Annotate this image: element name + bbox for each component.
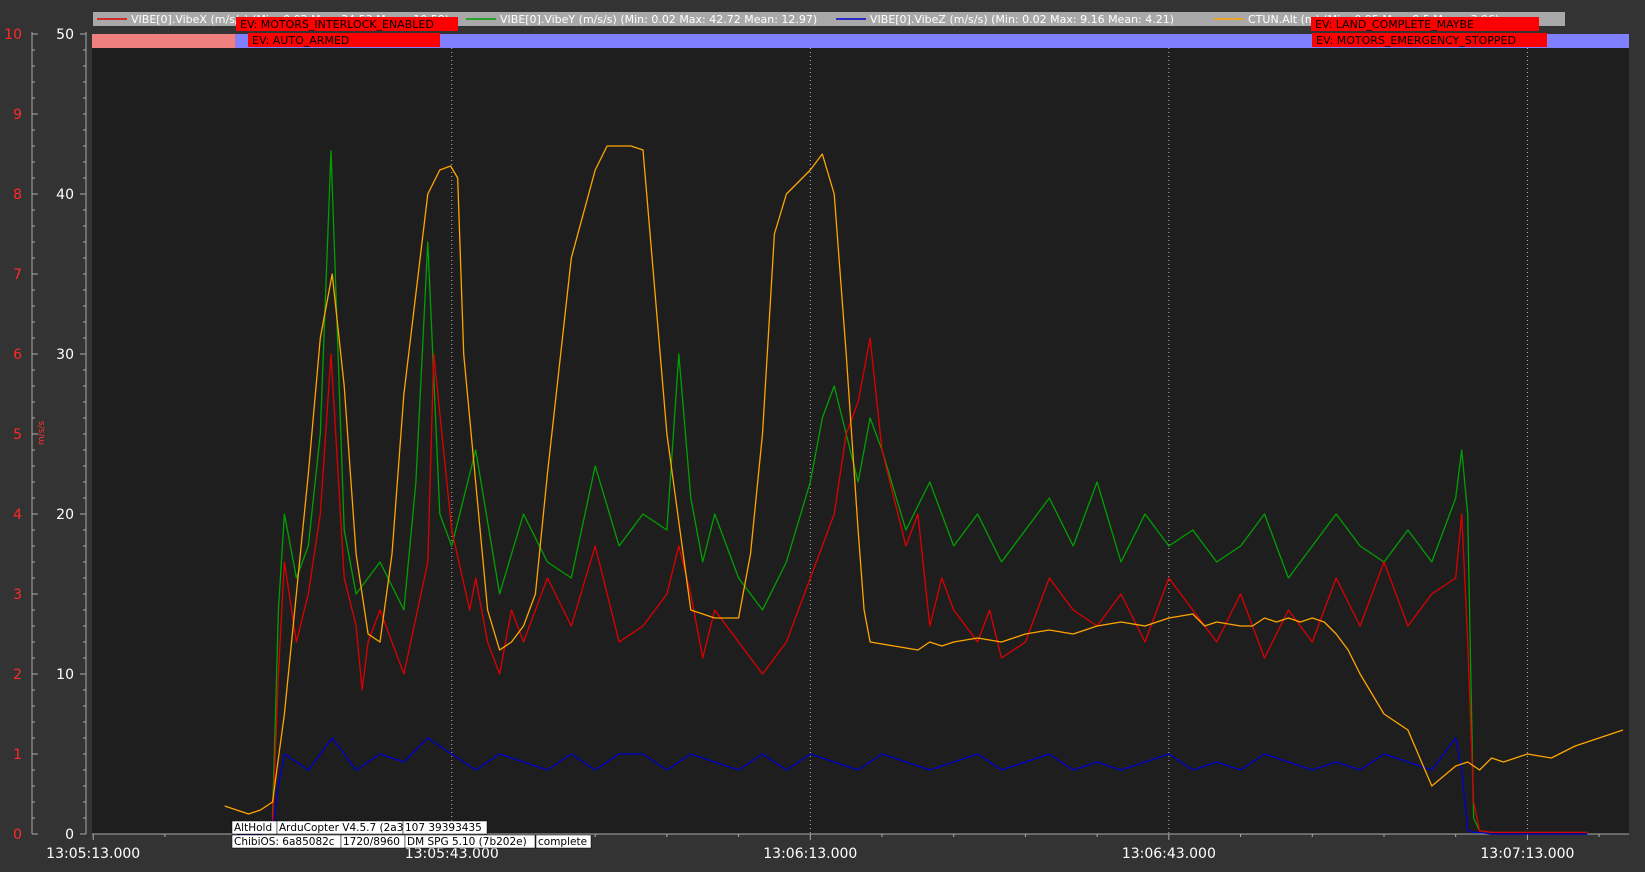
x-ticks: 13:05:13.000 13:05:43.000 13:06:13.000 13:0… [46, 834, 1600, 862]
event-label-text: EV: MOTORS_EMERGENCY_STOPPED [1316, 34, 1516, 47]
inner-y-tick-label: 30 [56, 347, 74, 363]
legend-box [93, 12, 1565, 26]
x-tick-label: 13:05:13.000 [46, 846, 140, 862]
outer-y-tick-label: 7 [13, 267, 22, 283]
event-labels: EV: MOTORS_INTERLOCK_ENABLED EV: AUTO_ARM… [236, 17, 1547, 47]
info-box-text: ChibiOS: 6a85082c [234, 836, 335, 848]
event-label-text: EV: MOTORS_INTERLOCK_ENABLED [240, 18, 434, 31]
x-tick-label: 13:07:13.000 [1480, 846, 1574, 862]
legend-entry: VIBE[0].VibeY (m/s/s) (Min: 0.02 Max: 42… [500, 13, 817, 26]
series-line [271, 150, 1588, 834]
outer-y-tick-label: 4 [13, 507, 22, 523]
outer-y-tick-label: 9 [13, 107, 22, 123]
outer-y-tick-label: 6 [13, 347, 22, 363]
outer-y-tick-label: 0 [13, 827, 22, 843]
inner-y-tick-label: 0 [65, 827, 74, 843]
inner-y-tick-label: 50 [56, 27, 74, 43]
mode-bar-segment [92, 34, 236, 48]
info-box-text: 107 39393435 [405, 822, 482, 834]
x-tick-label: 13:05:43.000 [405, 846, 499, 862]
outer-y-tick-label: 10 [4, 27, 22, 43]
event-label-box [236, 17, 458, 31]
outer-y-ticks: 0 1 2 3 4 5 6 7 8 9 10 [4, 27, 38, 843]
inner-y-tick-label: 10 [56, 667, 74, 683]
series-lines [224, 145, 1624, 835]
series-line [236, 737, 1588, 835]
info-box-text: DM SPG 5.10 (7b202e) [407, 836, 527, 848]
event-label-text: EV: AUTO_ARMED [252, 34, 349, 47]
info-box-text: ArduCopter V4.5.7 (2a3dc4b7) [279, 822, 440, 834]
info-box-text: AltHold [234, 822, 272, 834]
info-box-text: 1720/8960 [343, 836, 400, 848]
outer-y-tick-label: 8 [13, 187, 22, 203]
outer-y-tick-label: 3 [13, 587, 22, 603]
event-label-text: EV: LAND_COMPLETE_MAYBE [1315, 18, 1474, 31]
info-box-text: complete [538, 836, 587, 848]
plot-area[interactable] [92, 34, 1629, 834]
outer-y-tick-label: 1 [13, 747, 22, 763]
info-boxes: AltHold ArduCopter V4.5.7 (2a3dc4b7)107 3… [231, 820, 592, 849]
mode-bars [92, 34, 1629, 48]
event-label-box [1312, 33, 1547, 47]
inner-y-tick-label: 40 [56, 187, 74, 203]
info-box-cell [404, 834, 536, 849]
x-tick-label: 13:06:13.000 [763, 846, 857, 862]
mode-bar-segment [235, 34, 1629, 48]
inner-y-axis-label: m/s/s [37, 421, 47, 446]
series-line [224, 145, 1624, 815]
info-box-cell [402, 820, 488, 835]
inner-y-tick-label: 20 [56, 507, 74, 523]
outer-y-tick-label: 2 [13, 667, 22, 683]
x-gridlines [451, 48, 1528, 834]
info-box-cell [535, 834, 592, 849]
x-tick-label: 13:06:43.000 [1122, 846, 1216, 862]
series-line [271, 337, 1588, 834]
legend-entry: VIBE[0].VibeZ (m/s/s) (Min: 0.02 Max: 9.… [870, 13, 1174, 26]
event-label-box [248, 33, 440, 47]
event-label-box [1311, 17, 1539, 31]
inner-y-ticks: 0 10 20 30 40 50 [56, 27, 86, 843]
outer-y-tick-label: 5 [13, 427, 22, 443]
